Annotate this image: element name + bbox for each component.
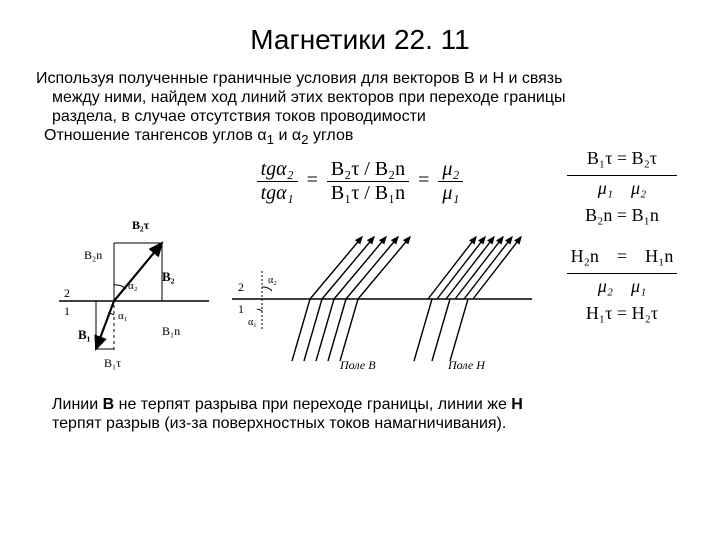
lbl-ra1: α₁ (248, 317, 257, 328)
frac-lhs: tgα₂ tgα₁ (257, 158, 298, 205)
main-paragraph: Используя полученные граничные условия д… (34, 70, 686, 148)
frac-rhs-num: μ₂ (438, 158, 463, 182)
frac-mid-num: B₂τ / B₂n (327, 158, 409, 182)
lbl-r1: 1 (238, 302, 244, 316)
field-lines-diagram: 2 1 α₂ α₁ Поле B (232, 221, 532, 371)
frac-lhs-den: tgα₁ (257, 182, 298, 205)
side-eq-B-n: B₂n = B₁n (562, 205, 682, 226)
side-mu1-a: μ₁ (598, 178, 613, 199)
slide-title: Магнетики 22. 11 (34, 24, 686, 56)
para-line-3: раздела, в случае отсутствия токов прово… (34, 108, 686, 127)
para-line-4: Отношение тангенсов углов α1 и α2 углов (34, 127, 686, 148)
para-line-2: между ними, найдем ход линий этих вектор… (34, 89, 686, 108)
slide: Магнетики 22. 11 Используя полученные гр… (0, 0, 720, 540)
lbl-a1: α₁ (118, 310, 128, 322)
cap-1d: Н (511, 396, 523, 413)
cap-1c: не терпят разрыва при переходе границы, … (114, 396, 511, 413)
lbl-1: 1 (64, 304, 70, 318)
cap-1b: В (103, 396, 115, 413)
lbl-B1n: B₁n (162, 324, 180, 338)
para-line-1: Используя полученные граничные условия д… (34, 70, 686, 89)
side-formulas: B₁τ = B₂τ μ₁ μ₂ B₂n = B₁n H₂n = H₁n μ₂ μ… (562, 148, 682, 330)
frac-rhs-den: μ₁ (438, 182, 463, 205)
lbl-B1t: B₁τ (104, 356, 121, 370)
side-mu1-b: μ₁ (631, 276, 646, 297)
frac-rhs: μ₂ μ₁ (438, 158, 463, 205)
lbl-B1: B₁ (78, 327, 91, 342)
lbl-B2: B₂ (162, 269, 175, 284)
side-eq-H-tau: H₁τ = H₂τ (562, 303, 682, 324)
main-formula: tgα₂ tgα₁ = B₂τ / B₂n B₁τ / B₁n = μ₂ μ₁ (185, 158, 535, 205)
side-eq-mu-row2: μ₂ μ₁ (562, 276, 682, 297)
cap-2: терпят разрыв (из-за поверхностных токов… (52, 415, 506, 432)
lbl-r2: 2 (238, 280, 244, 294)
side-mu2-a: μ₂ (631, 178, 646, 199)
vector-diagram: B₂τ B₂n B₂ α₂ 2 1 α₁ B₁ B₁n B₁τ (54, 211, 214, 371)
lbl-2: 2 (64, 286, 70, 300)
lbl-poleB: Поле B (339, 358, 376, 371)
side-eq-divider-2 (567, 273, 677, 274)
para-line-4c: углов (309, 127, 354, 144)
bottom-caption: Линии В не терпят разрыва при переходе г… (34, 395, 686, 433)
side-eq-divider-1 (567, 175, 677, 176)
frac-lhs-num: tgα₂ (257, 158, 298, 182)
side-eq-B-tau: B₁τ = B₂τ (562, 148, 682, 169)
para-line-4a: Отношение тангенсов углов α (44, 127, 267, 144)
frac-mid: B₂τ / B₂n B₁τ / B₁n (327, 158, 409, 205)
lbl-B2t: B₂τ (132, 218, 150, 232)
lbl-a2: α₂ (128, 280, 138, 292)
side-H1n: H₁n (645, 246, 673, 267)
cap-1a: Линии (52, 396, 103, 413)
side-H2n: H₂n (571, 246, 599, 267)
side-mu2-b: μ₂ (598, 276, 613, 297)
lbl-ra2: α₂ (268, 275, 277, 286)
side-eq-mu-row1: μ₁ μ₂ (562, 178, 682, 199)
lbl-B2n: B₂n (84, 248, 102, 262)
lbl-poleH: Поле H (447, 358, 486, 371)
side-eq-H-n-row: H₂n = H₁n (562, 246, 682, 267)
frac-mid-den: B₁τ / B₁n (327, 182, 409, 205)
para-line-4b: и α (274, 127, 301, 144)
